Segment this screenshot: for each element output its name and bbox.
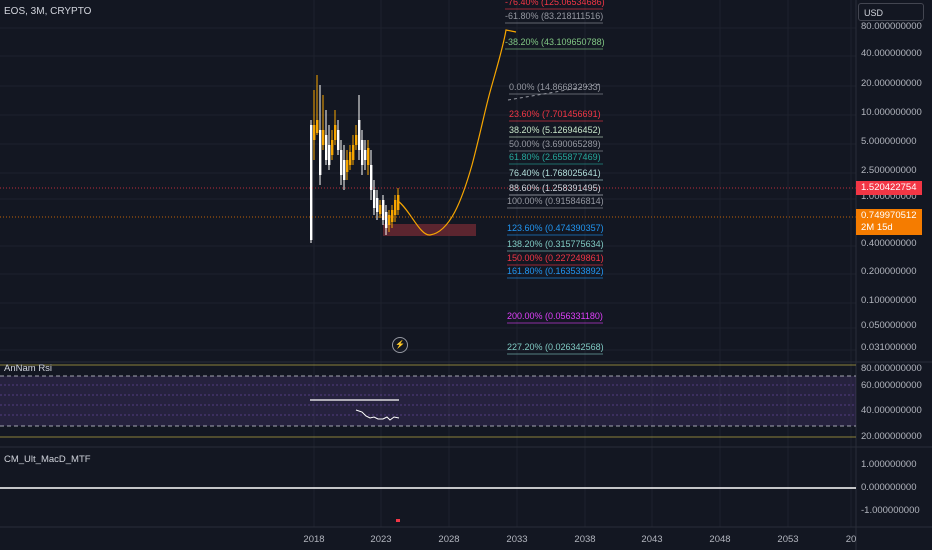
time-axis-label: 2053 [777,534,799,545]
time-axis-label: 2038 [574,534,596,545]
time-axis-label: 2028 [438,534,460,545]
symbol-title[interactable]: EOS, 3M, CRYPTO [4,6,92,17]
candle-body [382,200,385,220]
candle-body [373,190,376,208]
candle-body [370,165,373,190]
fib-level-label: -61.80% (83.218111516) [505,11,604,21]
macd-tick [396,519,400,522]
candle-body [358,120,361,150]
candle-body [316,120,319,133]
candle-body [364,150,367,160]
fib-level-label: 38.20% (5.126946452) [509,125,601,135]
candle-body [352,145,355,160]
candle-body [310,125,313,240]
projection-curve [397,29,517,236]
fib-level-label: 123.60% (0.474390357) [507,223,604,233]
current-price-tag: 0.749970512 2M 15d [856,209,922,235]
price-axis-label: 0.200000000 [861,266,917,277]
candle-body [394,200,397,215]
fib-anchor-line [507,83,603,101]
candle-body [355,135,358,145]
fib-level-label: 0.00% (14.866832933) [509,82,601,92]
time-axis-label: 2023 [370,534,392,545]
candle-body [322,130,325,145]
lightning-icon[interactable]: ⚡ [392,337,408,353]
fib-level-label: -38.20% (43.109650788) [505,37,605,47]
time-axis-label: 2043 [641,534,663,545]
candle-body [391,210,394,222]
price-axis-label: 1.000000000 [861,191,917,202]
fib-level-label: 50.00% (3.690065289) [509,139,601,149]
candle-body [361,140,364,165]
fib-level-label: 150.00% (0.227249861) [507,253,604,263]
candles [310,75,400,243]
rsi-title[interactable]: AnNam Rsi [4,363,53,374]
price-axis-label: 10.000000000 [861,107,922,118]
fib-level-label: 161.80% (0.163533892) [507,266,604,276]
fib-level-label: 76.40% (1.768025641) [509,168,601,178]
candle-body [334,125,337,140]
fib-level-label: 100.00% (0.915846814) [507,196,604,206]
time-axis-label: 2033 [506,534,528,545]
candle-body [343,160,346,180]
candle-body [331,140,334,155]
candle-body [376,198,379,212]
rsi-band [0,376,856,426]
candle-body [328,145,331,165]
candle-body [319,130,322,175]
candle-body [397,195,400,210]
current-price-value: 0.749970512 [861,210,917,221]
macd-axis-label: -1.000000000 [861,505,920,516]
candle-body [340,150,343,175]
fib-level-label: 61.80% (2.655877469) [509,152,601,162]
macd-axis-label: 1.000000000 [861,459,917,470]
countdown: 2M 15d [861,222,893,233]
rsi-axis-label: 80.000000000 [861,363,922,374]
fib-level-label: -76.40% (125.06534686) [505,0,605,7]
rsi-axis-label: 20.000000000 [861,431,922,442]
macd-title[interactable]: CM_Ult_MacD_MTF [4,454,91,465]
candle-body [367,148,370,165]
time-axis-label: 2018 [303,534,325,545]
fib-level-label: 23.60% (7.701456691) [509,109,601,119]
price-axis-label: 0.100000000 [861,295,917,306]
price-axis-label: 5.000000000 [861,136,917,147]
candle-body [388,215,391,225]
price-axis-label: 80.000000000 [861,21,922,32]
rsi-line [355,409,400,421]
price-axis-label: 40.000000000 [861,48,922,59]
rsi-axis-label: 60.000000000 [861,380,922,391]
candle-body [379,205,382,214]
rsi-axis-label: 40.000000000 [861,405,922,416]
fib-level-label: 227.20% (0.026342568) [507,342,604,352]
macd-axis-label: 0.000000000 [861,482,917,493]
price-axis-label: 20.000000000 [861,78,922,89]
candle-body [313,125,316,140]
price-axis-label: 0.031000000 [861,342,917,353]
candle-body [346,160,349,172]
candle-body [337,130,340,150]
fib-level-label: 200.00% (0.056331180) [507,311,603,321]
time-axis-label: 2048 [709,534,731,545]
fib-level-label: 88.60% (1.258391495) [509,183,601,193]
candle-body [385,212,388,228]
currency-button[interactable]: USD [858,3,924,21]
marker-price-tag: 1.520422754 [856,181,922,195]
price-axis-label: 0.400000000 [861,238,917,249]
price-axis-label: 2.500000000 [861,165,917,176]
fib-level-label: 138.20% (0.315775634) [507,239,604,249]
candle-body [349,152,352,165]
supply-zone [383,224,476,236]
price-axis-label: 0.050000000 [861,320,917,331]
time-axis-label: 20 [845,534,857,545]
candle-body [325,135,328,160]
